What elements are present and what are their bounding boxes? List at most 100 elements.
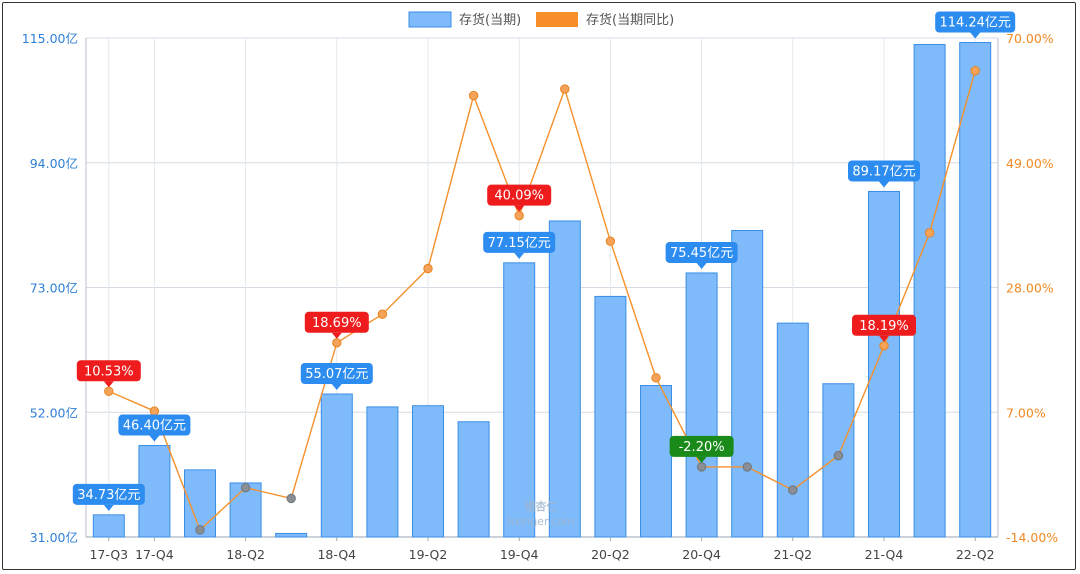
bar-callout-19-Q4-pointer [514,252,525,259]
yoy-callout-17-Q3: 10.53% [84,364,134,379]
yoy-callout-19-Q4: 40.09% [494,189,544,204]
x-tick-label: 17-Q3 [89,547,128,562]
bar-20-Q1 [548,220,581,538]
x-tick-label: 18-Q2 [226,547,265,562]
yoy-point-18-Q4 [332,338,342,348]
watermark-sub: lixinger.com [508,515,575,528]
bar-22-Q2 [959,42,992,538]
yoy-point-18-Q2 [240,482,251,493]
yoy-point-21-Q2 [788,485,798,495]
x-tick-label: 19-Q4 [500,547,539,562]
bar-callout-20-Q4-box [665,241,738,263]
bar-callout-19-Q4-box [483,231,556,253]
bar-callout-17-Q4-pointer [149,435,160,442]
bar-callout-22-Q2-box [935,11,1016,33]
bar-callout-22-Q2: 114.24亿元 [939,16,1011,31]
yoy-point-22-Q2 [970,65,980,76]
bar-callout-17-Q3: 34.73亿元 [77,488,140,503]
x-tick-label: 18-Q4 [317,547,356,562]
bar-20-Q3 [639,385,673,538]
x-tick-label: 21-Q2 [773,547,812,562]
yoy-point-21-Q1 [742,462,752,472]
bar-callout-21-Q4-pointer [879,181,889,188]
y-left-tick-label: 52.00亿 [30,405,78,420]
yoy-callout-17-Q3-box [76,360,141,382]
bar-callout-18-Q4: 55.07亿元 [305,367,368,382]
bar-19-Q3 [457,421,490,538]
bar-17-Q3 [92,514,125,538]
bar-callout-22-Q2-pointer [970,32,981,39]
bar-callout-21-Q4: 89.17亿元 [852,164,915,179]
bar-20-Q4 [685,272,718,538]
y-right-tick-label: 28.00% [1006,281,1054,296]
yoy-callout-20-Q4-pointer [696,456,707,463]
x-tick-label: 21-Q4 [865,547,904,562]
x-tick-label: 19-Q2 [409,547,448,562]
yoy-point-18-Q1 [195,525,205,535]
y-left-tick-label: 115.00亿 [22,31,78,46]
x-tick-label: 22-Q2 [956,547,995,562]
yoy-callout-21-Q4: 18.19% [859,319,909,334]
y-right-tick-label: 49.00% [1006,156,1054,171]
yoy-point-20-Q1 [560,84,570,94]
yoy-point-20-Q2 [605,236,616,246]
bar-18-Q3 [275,532,308,538]
bar-callout-21-Q4-box [848,160,920,182]
yoy-point-21-Q3 [833,450,844,461]
bar-20-Q2 [594,295,627,538]
yoy-callout-18-Q4-pointer [331,332,342,339]
bar-21-Q3 [822,383,855,538]
bar-19-Q2 [411,405,445,538]
y-left-tick-label: 31.00亿 [30,530,78,545]
bar-21-Q2 [776,322,809,538]
bar-callout-17-Q3-pointer [103,504,114,511]
yoy-callout-21-Q4-pointer [879,335,889,342]
yoy-point-19-Q3 [468,90,479,101]
x-tick-label: 17-Q4 [135,547,174,562]
y-right-tick-label: -14.00% [1006,530,1058,545]
bar-callout-20-Q4: 75.45亿元 [670,246,733,261]
yoy-callout-18-Q4-box [304,311,369,333]
y-left-tick-label: 94.00亿 [30,156,78,171]
y-right-tick-label: 7.00% [1006,405,1046,420]
yoy-point-19-Q4 [514,210,524,221]
yoy-callout-19-Q4-box [487,184,552,206]
bar-21-Q1 [731,229,764,538]
bar-callout-20-Q4-pointer [696,262,707,269]
bar-callout-18-Q4-pointer [331,384,342,391]
yoy-point-21-Q4 [879,341,889,351]
bar-callout-19-Q4: 77.15亿元 [488,236,551,251]
yoy-point-17-Q3 [104,386,114,396]
yoy-callout-18-Q4: 18.69% [312,316,362,331]
yoy-point-19-Q1 [377,309,388,319]
yoy-point-17-Q4 [149,406,160,416]
bar-callout-17-Q3-box [72,483,145,505]
bar-callout-18-Q4-box [300,363,373,385]
legend-label-line: 存货(当期同比) [586,12,674,28]
bar-21-Q4 [867,190,901,538]
yoy-callout-20-Q4: -2.20% [679,440,725,455]
y-left-tick-label: 73.00亿 [30,281,78,296]
bar-19-Q1 [366,406,399,538]
bar-19-Q4 [503,262,536,538]
x-tick-label: 20-Q2 [591,547,630,562]
yoy-callout-20-Q4-box [669,435,734,457]
yoy-point-19-Q2 [423,263,433,274]
yoy-line [108,70,976,532]
yoy-point-20-Q4 [696,462,707,472]
legend-swatch-line [536,12,578,27]
yoy-callout-17-Q3-pointer [103,381,114,388]
bar-18-Q4 [320,393,353,538]
y-right-tick-label: 70.00% [1006,31,1054,46]
yoy-point-22-Q1 [924,228,935,238]
yoy-point-18-Q3 [286,493,296,504]
watermark: 理杏仁 [525,499,558,513]
yoy-point-20-Q3 [651,373,661,383]
bar-22-Q1 [913,44,946,538]
x-tick-label: 20-Q4 [682,547,721,562]
legend-swatch-bar [408,11,452,28]
bar-callout-17-Q4-box [118,414,191,436]
legend-label-bar: 存货(当期) [459,12,521,28]
yoy-callout-21-Q4-box [852,314,916,336]
